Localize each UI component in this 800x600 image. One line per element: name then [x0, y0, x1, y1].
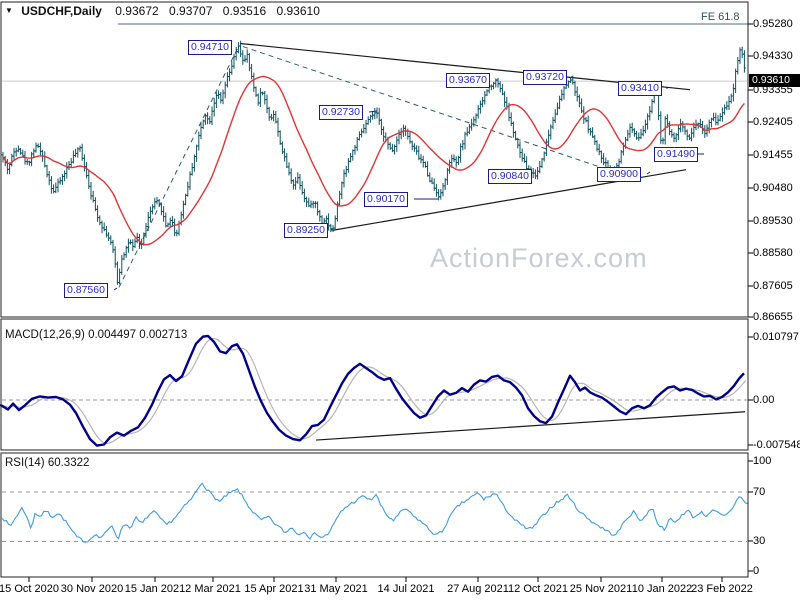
price-swing-label[interactable]: 0.93720 — [523, 70, 567, 85]
axis-label: 0.86655 — [753, 311, 793, 323]
quote-open: 0.93672 — [115, 4, 159, 18]
watermark: ActionForex.com — [430, 243, 648, 273]
axis-label: 0.94330 — [753, 50, 793, 62]
axis-label: 0.90480 — [753, 182, 793, 194]
quote-low: 0.93516 — [222, 4, 267, 18]
date-axis-label: 27 Aug 2021 — [447, 583, 509, 595]
date-axis-label: 23 Feb 2022 — [691, 583, 753, 595]
date-axis-label: 10 Jan 2022 — [631, 583, 693, 595]
price-swing-label[interactable]: 0.87560 — [64, 283, 108, 298]
price-swing-label[interactable]: 0.93670 — [446, 73, 490, 88]
axis-label: 0.93355 — [753, 84, 793, 96]
price-swing-label[interactable]: 0.90840 — [488, 169, 532, 184]
price-swing-label[interactable]: 0.90900 — [597, 167, 641, 182]
date-axis-label: 30 Nov 2020 — [60, 583, 124, 595]
date-axis-label: 31 May 2021 — [304, 583, 368, 595]
price-swing-label[interactable]: 0.94710 — [188, 40, 232, 55]
price-swing-label[interactable]: 0.90170 — [364, 192, 408, 207]
price-swing-label[interactable]: 0.91490 — [654, 147, 698, 162]
price-swing-label[interactable]: 0.93410 — [618, 81, 662, 96]
axis-label: 0.89530 — [753, 215, 793, 227]
date-axis-label: 25 Nov 2021 — [569, 583, 633, 595]
quote-high: 0.93707 — [169, 4, 213, 18]
symbol-dropdown-arrow-icon[interactable]: ▼ — [5, 6, 13, 15]
title-bar: ▼ USDCHF,Daily 0.93672 0.93707 0.93516 0… — [5, 4, 327, 18]
current-price-tag: 0.93610 — [749, 74, 800, 87]
date-axis-label: 15 Apr 2021 — [244, 583, 304, 595]
axis-label: 0.88580 — [753, 247, 793, 259]
axis-label: 0.92405 — [753, 116, 793, 128]
date-axis-label: 12 Oct 2021 — [508, 583, 568, 595]
rsi-indicator-label: RSI(14) 60.3322 — [5, 457, 90, 469]
date-axis-label: 15 Jan 2021 — [124, 583, 186, 595]
symbol-timeframe-label: USDCHF,Daily — [21, 4, 102, 18]
date-axis-label: 15 Oct 2020 — [0, 583, 59, 595]
axis-label: 0 — [753, 565, 760, 577]
price-swing-label[interactable]: 0.89250 — [284, 223, 328, 238]
date-axis-label: 14 Jul 2021 — [377, 583, 435, 595]
axis-label: 0.91455 — [753, 149, 793, 161]
quote-close: 0.93610 — [276, 4, 320, 18]
axis-label: 0.95280 — [753, 18, 793, 30]
date-axis-label: 2 Mar 2021 — [185, 583, 241, 595]
fib-extension-label[interactable]: FE 61.8 — [701, 11, 740, 23]
axis-label: 100 — [753, 455, 772, 467]
price-swing-label[interactable]: 0.92730 — [319, 105, 363, 120]
macd-indicator-label: MACD(12,26,9) 0.004497 0.002713 — [5, 329, 188, 341]
axis-label: 0.87605 — [753, 280, 793, 292]
axis-label: 30 — [753, 535, 766, 547]
axis-label: 70 — [753, 486, 766, 498]
axis-label: 0.010797 — [753, 331, 799, 343]
axis-label: 0.00 — [753, 394, 775, 406]
axis-label: -0.007548 — [753, 439, 800, 451]
